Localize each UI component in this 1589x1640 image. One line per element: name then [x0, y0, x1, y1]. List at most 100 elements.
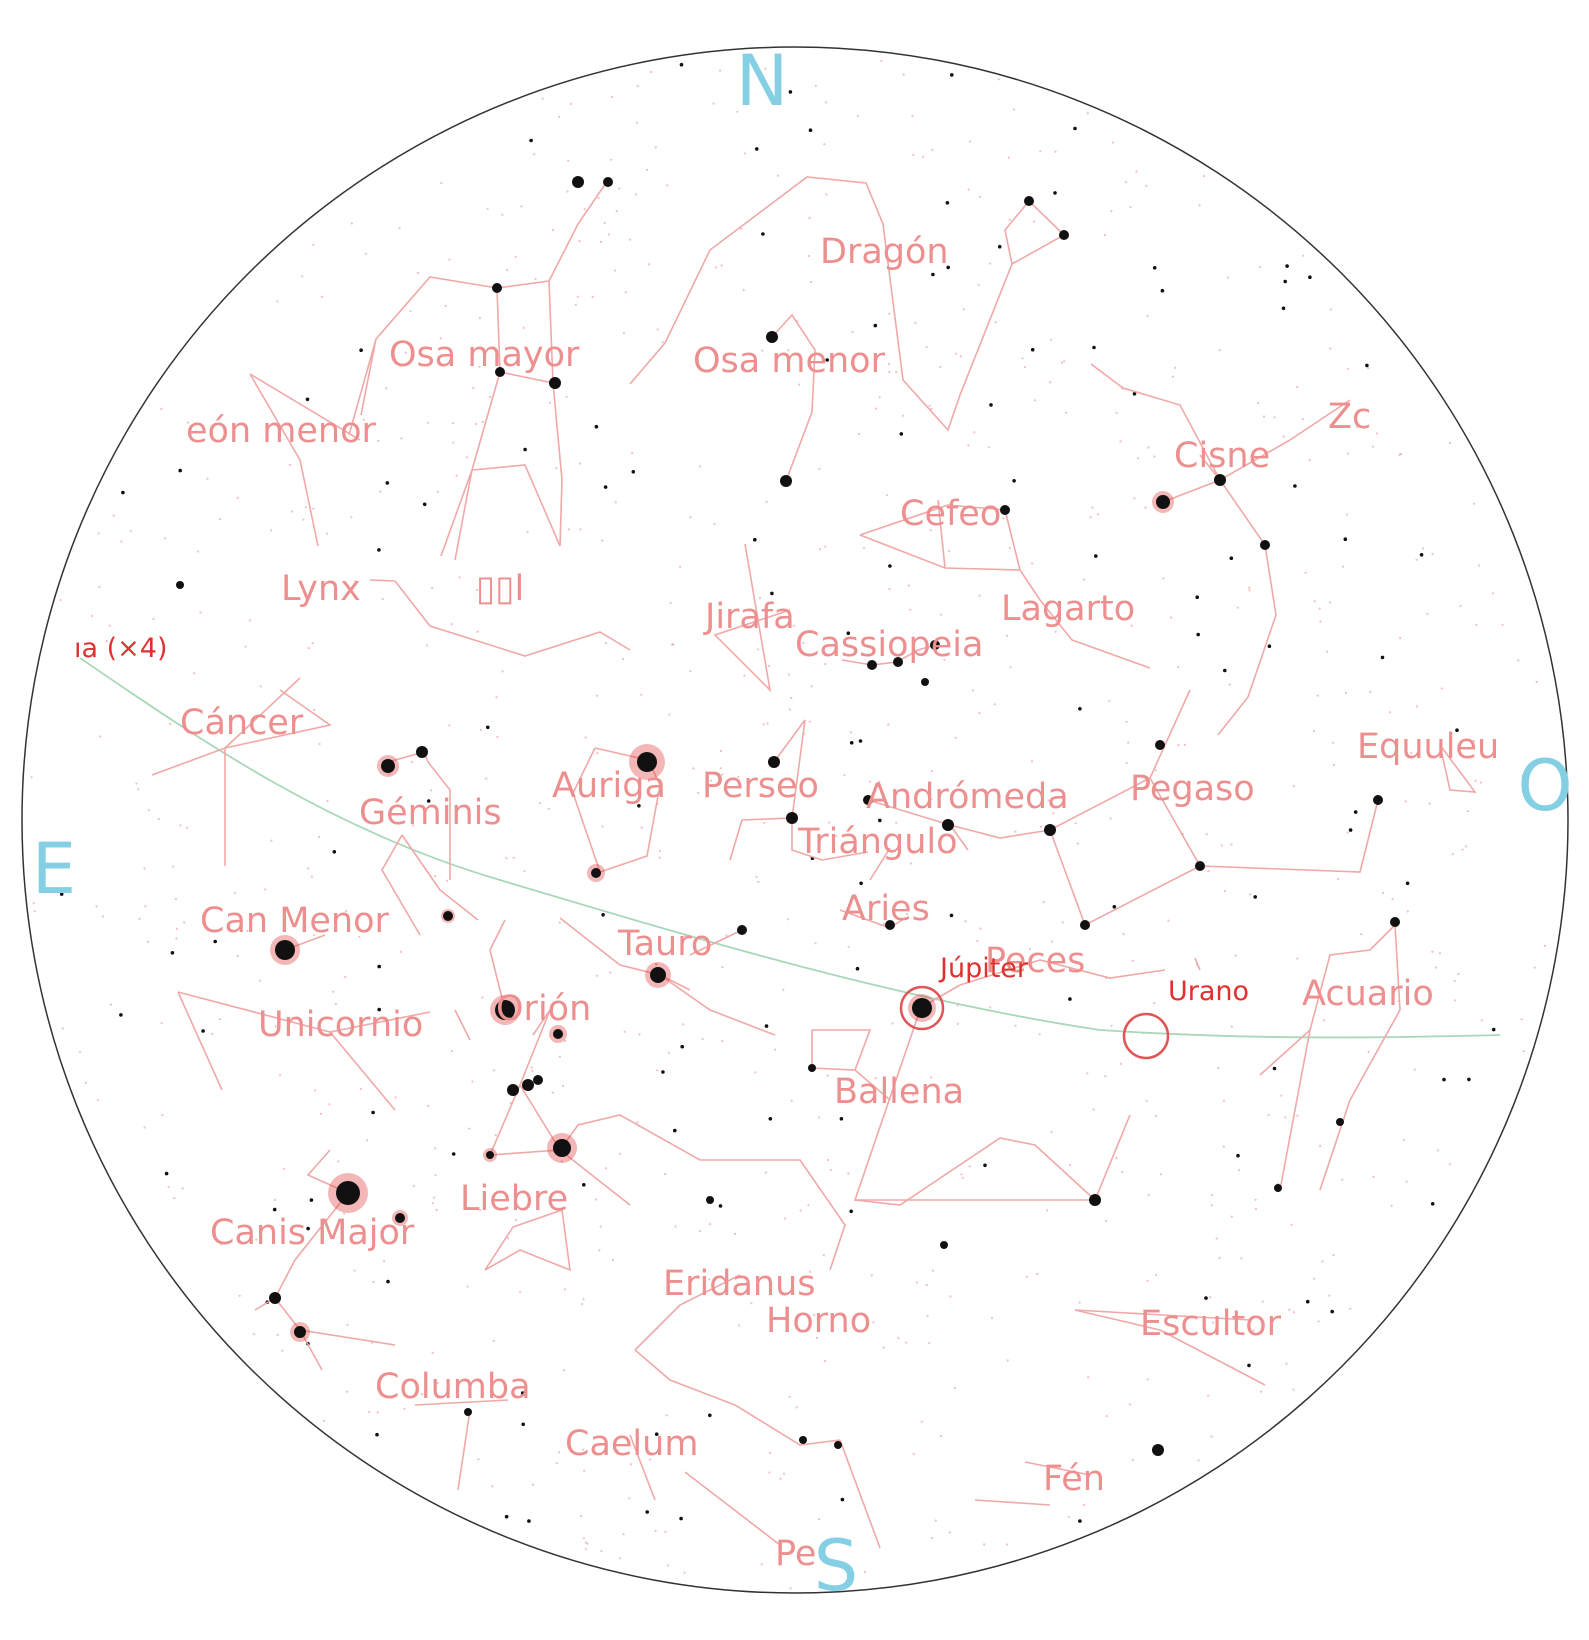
faint-star	[1312, 729, 1315, 733]
faint-star	[594, 424, 599, 429]
label-moon: ıa (×4)	[74, 633, 168, 664]
faint-star	[376, 1411, 379, 1414]
faint-star	[764, 67, 767, 70]
bright-stars	[176, 176, 1400, 1456]
faint-star	[912, 1452, 915, 1455]
faint-star	[1092, 1108, 1095, 1111]
faint-star	[119, 1013, 123, 1017]
faint-star	[994, 321, 997, 324]
faint-star	[147, 809, 150, 812]
faint-star	[564, 1039, 567, 1043]
faint-star	[1207, 1394, 1210, 1397]
faint-star	[283, 1167, 286, 1170]
faint-star	[1292, 1311, 1295, 1314]
faint-star	[1110, 209, 1113, 213]
label-cassiopeia: Cassiopeia	[795, 625, 983, 665]
faint-star	[656, 328, 659, 331]
faint-star	[814, 84, 817, 87]
faint-star	[931, 272, 935, 277]
faint-star	[712, 102, 715, 105]
faint-star	[1119, 1062, 1122, 1065]
faint-star	[412, 824, 415, 827]
faint-star	[582, 1298, 585, 1301]
label-pez-dorado: Pe	[775, 1534, 816, 1574]
faint-star	[753, 537, 757, 542]
faint-star	[1218, 1256, 1221, 1260]
faint-star	[538, 802, 542, 805]
faint-star	[878, 396, 881, 399]
faint-star	[638, 1033, 641, 1036]
faint-star	[1261, 1300, 1264, 1303]
faint-star	[1292, 1388, 1295, 1391]
faint-star	[824, 1360, 827, 1363]
faint-star	[987, 446, 991, 449]
faint-star	[1171, 375, 1175, 378]
faint-star	[496, 735, 499, 739]
faint-star	[1426, 612, 1429, 615]
faint-star	[244, 645, 247, 648]
faint-star	[164, 537, 167, 540]
faint-star	[949, 1295, 952, 1298]
faint-star	[808, 720, 812, 723]
faint-star	[1477, 564, 1481, 567]
faint-star	[765, 500, 768, 503]
faint-star	[246, 929, 249, 933]
faint-star	[1360, 933, 1363, 936]
faint-star	[1259, 265, 1262, 269]
faint-star	[33, 910, 36, 913]
faint-star	[1136, 457, 1140, 460]
faint-star	[102, 915, 105, 918]
faint-star	[1305, 1299, 1310, 1304]
faint-star	[977, 283, 980, 286]
faint-star	[825, 101, 828, 104]
faint-star	[692, 767, 695, 770]
faint-star	[978, 594, 981, 597]
faint-star	[1135, 170, 1138, 173]
faint-star	[761, 792, 764, 796]
faint-star	[273, 1198, 276, 1201]
faint-star	[834, 644, 837, 647]
faint-star	[899, 432, 904, 436]
faint-star	[1367, 1050, 1370, 1053]
faint-star	[567, 159, 570, 162]
faint-star	[386, 1279, 390, 1284]
cardinal-east: E	[32, 828, 76, 910]
label-lagarto: Lagarto	[1001, 589, 1135, 629]
faint-star	[755, 147, 759, 151]
faint-star	[616, 1449, 619, 1452]
faint-star	[721, 1040, 724, 1043]
faint-star	[91, 614, 94, 618]
faint-star	[591, 295, 594, 299]
faint-star	[394, 1096, 397, 1099]
faint-star	[1094, 554, 1098, 558]
faint-star	[429, 789, 433, 792]
faint-star	[1501, 623, 1504, 626]
faint-star	[1273, 416, 1276, 419]
faint-star	[798, 383, 801, 386]
faint-star	[943, 658, 946, 661]
faint-star	[291, 510, 294, 513]
faint-star	[954, 736, 957, 739]
faint-star	[1030, 760, 1034, 763]
faint-star	[1230, 1025, 1233, 1028]
faint-star	[1195, 595, 1199, 599]
faint-star	[1280, 1094, 1283, 1097]
faint-star	[466, 1285, 469, 1288]
faint-star	[601, 539, 604, 542]
faint-star	[757, 880, 760, 884]
label-canis-major: Canis Major	[210, 1213, 415, 1253]
faint-star	[603, 485, 608, 489]
faint-star	[1223, 889, 1226, 893]
faint-star	[1262, 415, 1266, 418]
faint-star	[236, 954, 239, 958]
faint-star	[520, 205, 523, 208]
faint-star	[1347, 452, 1350, 455]
faint-star	[427, 1105, 430, 1108]
faint-star	[983, 1163, 987, 1168]
faint-star	[926, 1314, 929, 1317]
faint-star	[1146, 315, 1149, 318]
faint-star	[742, 288, 745, 292]
faint-star	[930, 407, 933, 410]
faint-star	[358, 935, 361, 938]
